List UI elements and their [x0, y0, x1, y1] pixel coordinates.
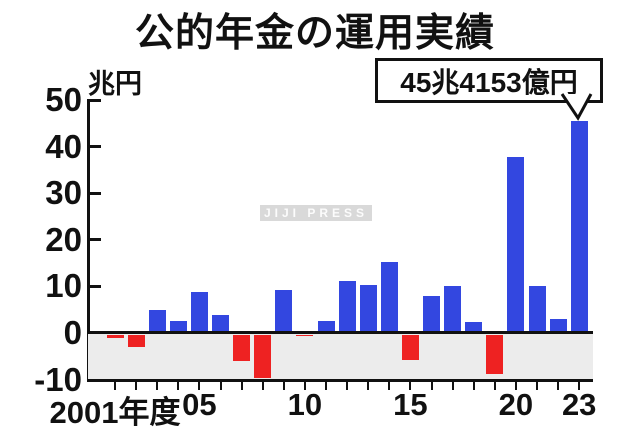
x-tick: [578, 382, 581, 390]
annotation-pointer-icon: [560, 93, 593, 121]
annotation-callout: 45兆4153億円: [375, 58, 603, 103]
zero-baseline: [87, 331, 593, 334]
x-tick: [472, 382, 475, 390]
bar-2004: [169, 320, 187, 333]
y-tick: [88, 98, 101, 102]
bar-2019: [486, 335, 504, 374]
y-axis-unit-label: 兆円: [88, 69, 142, 99]
x-tick: [114, 382, 116, 390]
x-tick-label: 05: [182, 387, 217, 422]
bar-2007: [233, 335, 251, 362]
y-tick: [88, 284, 101, 288]
bar-2017: [444, 285, 462, 333]
negative-region-band: [88, 334, 593, 382]
x-tick: [219, 382, 222, 390]
chart-title: 公的年金の運用実績: [134, 12, 495, 55]
bar-2010: [296, 335, 314, 337]
bar-2006: [212, 314, 229, 333]
x-tick: [156, 382, 159, 390]
bar-2011: [317, 320, 335, 333]
x-tick: [261, 382, 264, 390]
x-tick-label: 15: [393, 387, 428, 422]
y-tick-label: 50: [45, 81, 82, 118]
y-tick-label: 30: [45, 174, 82, 212]
bar-2003: [148, 310, 166, 333]
x-tick: [388, 382, 391, 390]
bar-2015: [401, 335, 419, 360]
x-tick: [240, 382, 243, 390]
bar-2023: [570, 121, 588, 333]
bar-2016: [423, 296, 440, 333]
x-tick: [325, 382, 327, 390]
bar-2002: [127, 335, 145, 347]
y-tick-label: 20: [45, 220, 82, 258]
x-tick-label: 2001年度: [49, 395, 181, 430]
y-tick-label: -10: [34, 360, 82, 398]
y-tick: [88, 238, 101, 242]
x-tick: [536, 382, 538, 390]
x-tick: [409, 382, 412, 390]
x-tick: [557, 382, 560, 390]
y-tick: [88, 191, 101, 195]
y-tick-label: 10: [45, 267, 82, 305]
bar-2012: [338, 280, 356, 333]
x-tick: [346, 382, 349, 390]
x-tick: [451, 382, 454, 390]
bar-2009: [275, 290, 293, 333]
watermark: JIJI PRESS: [260, 205, 373, 221]
bar-2014: [380, 261, 398, 333]
x-tick: [514, 382, 517, 390]
x-tick: [367, 382, 370, 390]
x-tick: [177, 382, 180, 390]
y-tick: [88, 145, 101, 149]
x-tick-label: 23: [561, 387, 597, 422]
bar-2022: [549, 319, 567, 333]
x-tick: [493, 382, 496, 390]
x-tick-label: 10: [287, 387, 323, 422]
bar-2021: [528, 285, 546, 333]
bar-2013: [359, 285, 377, 333]
x-tick: [430, 382, 433, 390]
x-tick: [282, 382, 285, 390]
bar-2018: [465, 321, 483, 333]
y-tick-label: 40: [45, 127, 82, 165]
x-tick-label: 20: [498, 387, 534, 422]
x-tick: [303, 382, 306, 390]
y-tick-label: 0: [63, 314, 82, 351]
bar-2001: [106, 335, 124, 338]
x-tick: [135, 382, 138, 390]
bar-2020: [507, 156, 525, 333]
x-tick: [198, 382, 201, 390]
bar-2005: [190, 291, 208, 333]
bar-2008: [254, 335, 272, 379]
annotation-text: 45兆4153億円: [400, 66, 578, 98]
